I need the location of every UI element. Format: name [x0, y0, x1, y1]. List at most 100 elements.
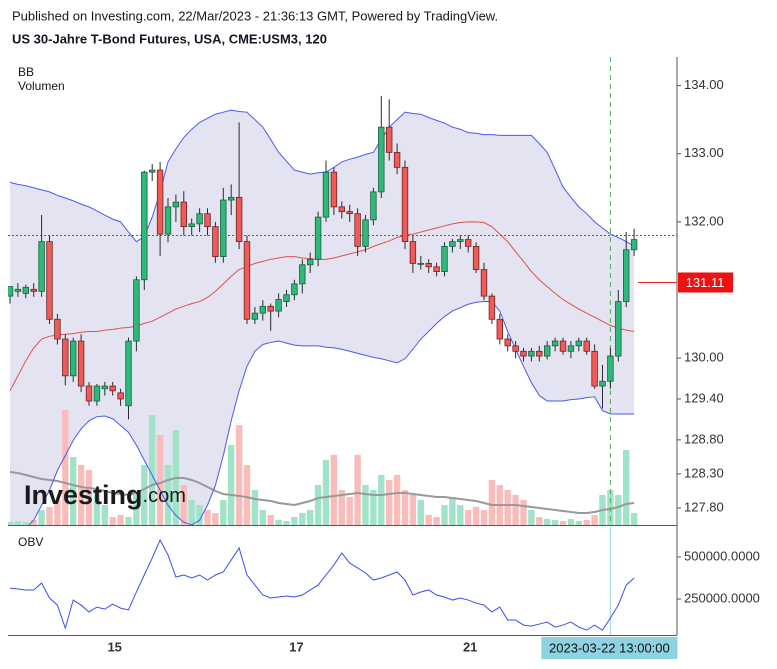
candle-body [607, 355, 614, 382]
volume-bar [425, 515, 432, 525]
candle-body [583, 340, 590, 352]
candle-body [464, 239, 472, 247]
candle-body [77, 340, 85, 387]
x-tick-label: 17 [289, 639, 303, 654]
volume-bar [401, 490, 409, 525]
candle-body [512, 345, 519, 352]
chart-title: US 30-Jahre T-Bond Futures, USA, CME:USM… [12, 31, 327, 46]
volume-bar [386, 480, 393, 525]
price-marker-label: 131.11 [686, 275, 725, 290]
volume-bar [212, 513, 219, 525]
volume-bar [623, 450, 630, 525]
candle-body [306, 258, 314, 266]
candle-body [559, 340, 567, 352]
candle-body [591, 350, 598, 387]
candle-body [504, 338, 511, 347]
candle-body [425, 263, 432, 268]
candle-body [567, 345, 575, 352]
watermark-suffix: .com [143, 485, 186, 507]
volume-bar [93, 490, 101, 525]
candle-body [235, 196, 243, 243]
volume-bar [156, 435, 164, 525]
volume-bar [149, 415, 156, 525]
volume-bar [283, 521, 290, 525]
candle-body [251, 312, 259, 320]
volume-bar [393, 475, 401, 525]
volume-bar [101, 505, 108, 525]
volume-bar [472, 507, 480, 525]
candle-body [259, 305, 266, 314]
candle-body [385, 126, 393, 153]
obv-pane [9, 527, 635, 635]
volume-bar [188, 500, 195, 525]
candle-body [125, 340, 132, 407]
x-tick-label: 15 [107, 639, 121, 654]
volume-bar [85, 470, 93, 525]
volume-bar [433, 517, 440, 525]
candle-body [299, 264, 306, 285]
candle-body [496, 318, 503, 340]
candle-body [148, 169, 156, 173]
volume-bar [180, 485, 187, 525]
candle-body [267, 305, 274, 312]
candle-body [401, 166, 409, 243]
candle-body [520, 350, 527, 357]
volume-bar [196, 505, 203, 525]
volume-bar [551, 520, 559, 525]
candle-body [330, 171, 338, 208]
candle-body [46, 241, 53, 320]
candle-body [433, 266, 440, 272]
candle-body [393, 151, 401, 168]
volume-bar [275, 520, 282, 525]
candle-body [630, 239, 638, 251]
volume-bar [291, 517, 298, 525]
y-tick-label: 128.80 [684, 431, 724, 446]
candle-body [314, 216, 322, 260]
y-tick-label: 250000.0000 [684, 590, 760, 605]
volume-bar [488, 480, 496, 525]
overlay: 134.00 133.00 132.00 130.00 129.40 128.80 128.… [107, 77, 760, 659]
volume-bar [559, 521, 567, 525]
volume-bar [299, 513, 306, 525]
candle-body [109, 385, 116, 392]
candle-body [528, 350, 535, 357]
y-tick-label: 129.40 [684, 390, 724, 405]
candle-body [472, 245, 480, 270]
indicator-label: BB [18, 65, 34, 79]
source-note: Published on Investing.com, 22/Mar/2023 … [12, 8, 498, 23]
volume-bar [362, 485, 369, 525]
candle-body [156, 169, 164, 235]
y-tick-label: 127.80 [684, 499, 724, 514]
indicator-label: Volumen [18, 79, 65, 93]
y-tick-label: 500000.0000 [684, 548, 760, 563]
candle-body [338, 206, 345, 213]
candle-body [449, 241, 456, 247]
candle-body [378, 126, 385, 193]
volume-bar [70, 457, 77, 525]
volume-bar [204, 510, 211, 525]
volume-bar [109, 517, 116, 525]
y-tick-label: 132.00 [684, 213, 724, 228]
volume-bar [441, 505, 448, 525]
crosshair-time-box [541, 637, 678, 659]
x-tick-label: 21 [463, 639, 477, 654]
y-tick-label: 134.00 [684, 77, 724, 92]
bollinger-middle [9, 221, 635, 392]
candle-body [38, 241, 45, 292]
volume-bar [8, 522, 14, 525]
volume-bar [457, 505, 464, 525]
candle-body [275, 299, 282, 312]
volume-bar [615, 495, 622, 525]
candle-body [243, 241, 251, 320]
volume-bar [512, 495, 519, 525]
candle-body [164, 206, 172, 235]
candle-body [409, 241, 417, 264]
volume-bar [536, 517, 543, 525]
crosshair-time-label: 2023-03-22 13:00:00 [549, 640, 670, 655]
volume-bar [504, 490, 511, 525]
volume-bar [346, 497, 353, 525]
candle-body [480, 269, 488, 297]
candle-body [354, 213, 361, 247]
volume-bar [322, 460, 330, 525]
watermark: Investing.com [24, 480, 186, 510]
